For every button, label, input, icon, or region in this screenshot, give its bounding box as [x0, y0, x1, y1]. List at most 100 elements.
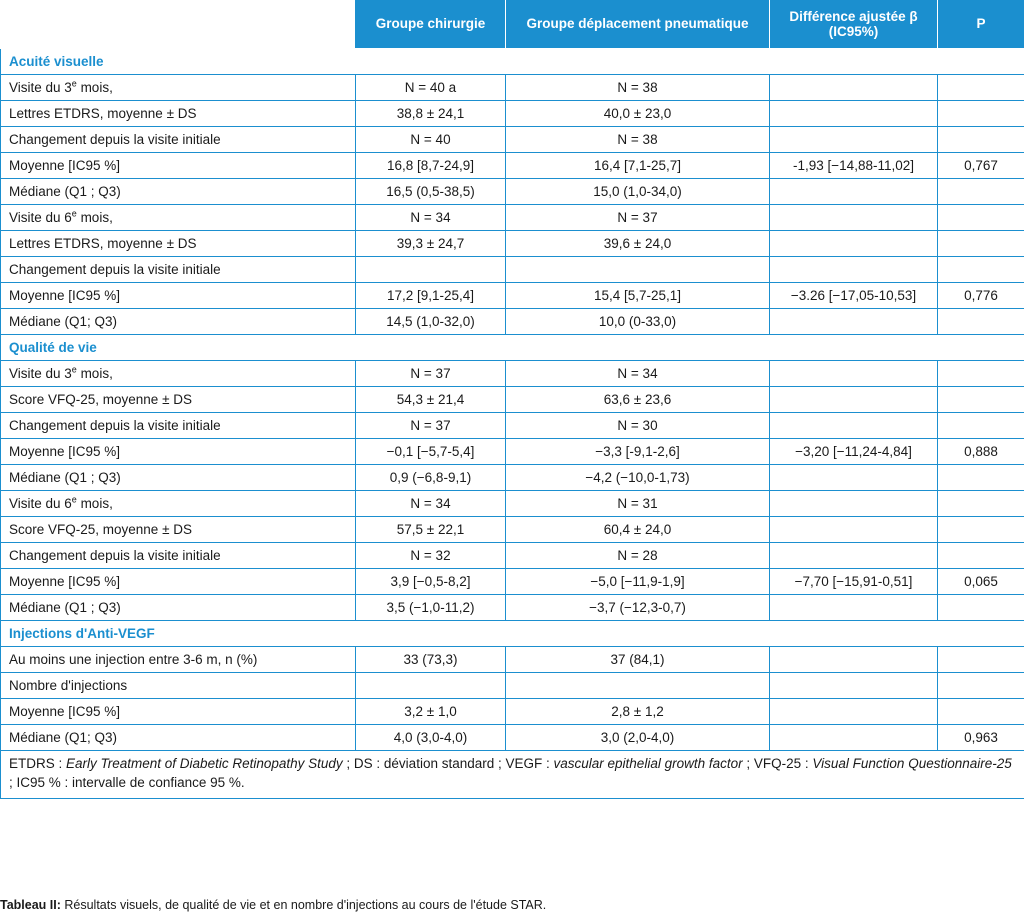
- cell-p-value: 0,767: [937, 151, 1024, 179]
- cell-p-value: [937, 359, 1024, 387]
- section-visual-acuity: Acuité visuelle: [0, 47, 1024, 75]
- cell-pneumatic: N = 37: [505, 203, 770, 231]
- row-label: Nombre d'injections: [0, 671, 356, 699]
- cell-p-value: [937, 593, 1024, 621]
- footnote-text: ; VFQ-25 :: [742, 755, 813, 771]
- row-label-text: Moyenne [IC95 %]: [9, 573, 121, 589]
- cell-p-value: [937, 99, 1024, 127]
- section-anti-vegf-injections: Injections d'Anti-VEGF: [0, 619, 1024, 647]
- cell-adjusted-difference: [769, 645, 938, 673]
- cell-adjusted-difference: [769, 697, 938, 725]
- table-row: Lettres ETDRS, moyenne ± DS 39,3 ± 24,7 39…: [0, 229, 1024, 257]
- row-label-text: Visite du 3: [9, 365, 72, 381]
- ordinal-superscript: e: [71, 364, 77, 374]
- cell-pneumatic: 10,0 (0-33,0): [505, 307, 770, 335]
- cell-p-value: 0,888: [937, 437, 1024, 465]
- footnote-text: ETDRS :: [9, 755, 67, 771]
- cell-adjusted-difference: [769, 515, 938, 543]
- row-label-text: Médiane (Q1 ; Q3): [9, 599, 121, 615]
- caption-text: Résultats visuels, de qualité de vie et …: [60, 898, 547, 912]
- caption-label: Tableau II:: [0, 898, 61, 912]
- cell-p-value: [937, 203, 1024, 231]
- section-quality-of-life: Qualité de vie: [0, 333, 1024, 361]
- cell-surgery: 16,8 [8,7-24,9]: [355, 151, 506, 179]
- row-label: Lettres ETDRS, moyenne ± DS: [0, 99, 356, 127]
- cell-pneumatic: −3,7 (−12,3-0,7): [505, 593, 770, 621]
- cell-pneumatic: −3,3 [-9,1-2,6]: [505, 437, 770, 465]
- row-label: Visite du 6e mois,: [0, 489, 356, 517]
- table-row: Moyenne [IC95 %] 3,2 ± 1,0 2,8 ± 1,2: [0, 697, 1024, 725]
- row-label: Moyenne [IC95 %]: [0, 437, 356, 465]
- ordinal-superscript: e: [71, 208, 77, 218]
- table-row: Lettres ETDRS, moyenne ± DS 38,8 ± 24,1 40…: [0, 99, 1024, 127]
- row-label: Visite du 3e mois,: [0, 73, 356, 101]
- row-label-text: Changement depuis la visite initiale: [9, 547, 221, 563]
- cell-pneumatic: [505, 671, 770, 699]
- cell-surgery: 39,3 ± 24,7: [355, 229, 506, 257]
- ordinal-superscript: e: [71, 78, 77, 88]
- row-label-text: Lettres ETDRS, moyenne ± DS: [9, 235, 197, 251]
- cell-surgery: 57,5 ± 22,1: [355, 515, 506, 543]
- row-label-text: Visite du 6: [9, 209, 72, 225]
- row-label-suffix: mois,: [76, 365, 113, 381]
- cell-surgery: 33 (73,3): [355, 645, 506, 673]
- cell-p-value: [937, 697, 1024, 725]
- cell-adjusted-difference: [769, 593, 938, 621]
- cell-surgery: [355, 255, 506, 283]
- row-label: Au moins une injection entre 3-6 m, n (%…: [0, 645, 356, 673]
- footnote-term: Early Treatment of Diabetic Retinopathy …: [66, 755, 343, 771]
- header-pneumatic-group: Groupe déplacement pneumatique: [505, 0, 770, 49]
- results-table: Groupe chirurgie Groupe déplacement pneu…: [0, 0, 1024, 799]
- cell-pneumatic: 39,6 ± 24,0: [505, 229, 770, 257]
- table-footnote: ETDRS : Early Treatment of Diabetic Reti…: [0, 749, 1024, 799]
- table-row: Visite du 6e mois, N = 34 N = 37: [0, 203, 1024, 231]
- cell-p-value: 0,776: [937, 281, 1024, 309]
- header-row: Groupe chirurgie Groupe déplacement pneu…: [0, 0, 1024, 49]
- cell-surgery: 16,5 (0,5-38,5): [355, 177, 506, 205]
- cell-p-value: [937, 541, 1024, 569]
- cell-adjusted-difference: [769, 541, 938, 569]
- table-row: Changement depuis la visite initiale N = …: [0, 541, 1024, 569]
- cell-p-value: [937, 385, 1024, 413]
- table-row: Médiane (Q1 ; Q3) 3,5 (−1,0-11,2) −3,7 (−1…: [0, 593, 1024, 621]
- cell-pneumatic: 16,4 [7,1-25,7]: [505, 151, 770, 179]
- row-label: Changement depuis la visite initiale: [0, 255, 356, 283]
- section-title: Qualité de vie: [0, 333, 1024, 361]
- section-title: Acuité visuelle: [0, 47, 1024, 75]
- cell-adjusted-difference: [769, 125, 938, 153]
- table-row: Moyenne [IC95 %] 16,8 [8,7-24,9] 16,4 [7,1…: [0, 151, 1024, 179]
- cell-p-value: [937, 307, 1024, 335]
- cell-adjusted-difference: [769, 463, 938, 491]
- cell-surgery: N = 37: [355, 359, 506, 387]
- row-label-text: Médiane (Q1 ; Q3): [9, 469, 121, 485]
- row-label-suffix: mois,: [76, 495, 113, 511]
- cell-adjusted-difference: −3.26 [−17,05-10,53]: [769, 281, 938, 309]
- cell-surgery: 3,9 [−0,5-8,2]: [355, 567, 506, 595]
- ordinal-superscript: e: [71, 494, 77, 504]
- cell-pneumatic: 3,0 (2,0-4,0): [505, 723, 770, 751]
- table-row: Moyenne [IC95 %] 3,9 [−0,5-8,2] −5,0 [−11,…: [0, 567, 1024, 595]
- row-label: Lettres ETDRS, moyenne ± DS: [0, 229, 356, 257]
- cell-pneumatic: −4,2 (−10,0-1,73): [505, 463, 770, 491]
- row-label: Score VFQ-25, moyenne ± DS: [0, 385, 356, 413]
- table-row: Changement depuis la visite initiale: [0, 255, 1024, 283]
- cell-pneumatic: −5,0 [−11,9-1,9]: [505, 567, 770, 595]
- footnote-term: Visual Function Questionnaire-25: [812, 755, 1012, 771]
- table-row: Visite du 6e mois, N = 34 N = 31: [0, 489, 1024, 517]
- header-label: [0, 0, 356, 49]
- cell-surgery: 17,2 [9,1-25,4]: [355, 281, 506, 309]
- cell-pneumatic: N = 38: [505, 125, 770, 153]
- cell-adjusted-difference: −3,20 [−11,24-4,84]: [769, 437, 938, 465]
- footnote-row: ETDRS : Early Treatment of Diabetic Reti…: [0, 749, 1024, 799]
- row-label-text: Visite du 3: [9, 79, 72, 95]
- cell-adjusted-difference: [769, 385, 938, 413]
- cell-pneumatic: 15,0 (1,0-34,0): [505, 177, 770, 205]
- row-label-text: Score VFQ-25, moyenne ± DS: [9, 391, 192, 407]
- cell-surgery: [355, 671, 506, 699]
- cell-pneumatic: 40,0 ± 23,0: [505, 99, 770, 127]
- cell-adjusted-difference: [769, 359, 938, 387]
- header-p-value: P: [937, 0, 1024, 49]
- table-row: Nombre d'injections: [0, 671, 1024, 699]
